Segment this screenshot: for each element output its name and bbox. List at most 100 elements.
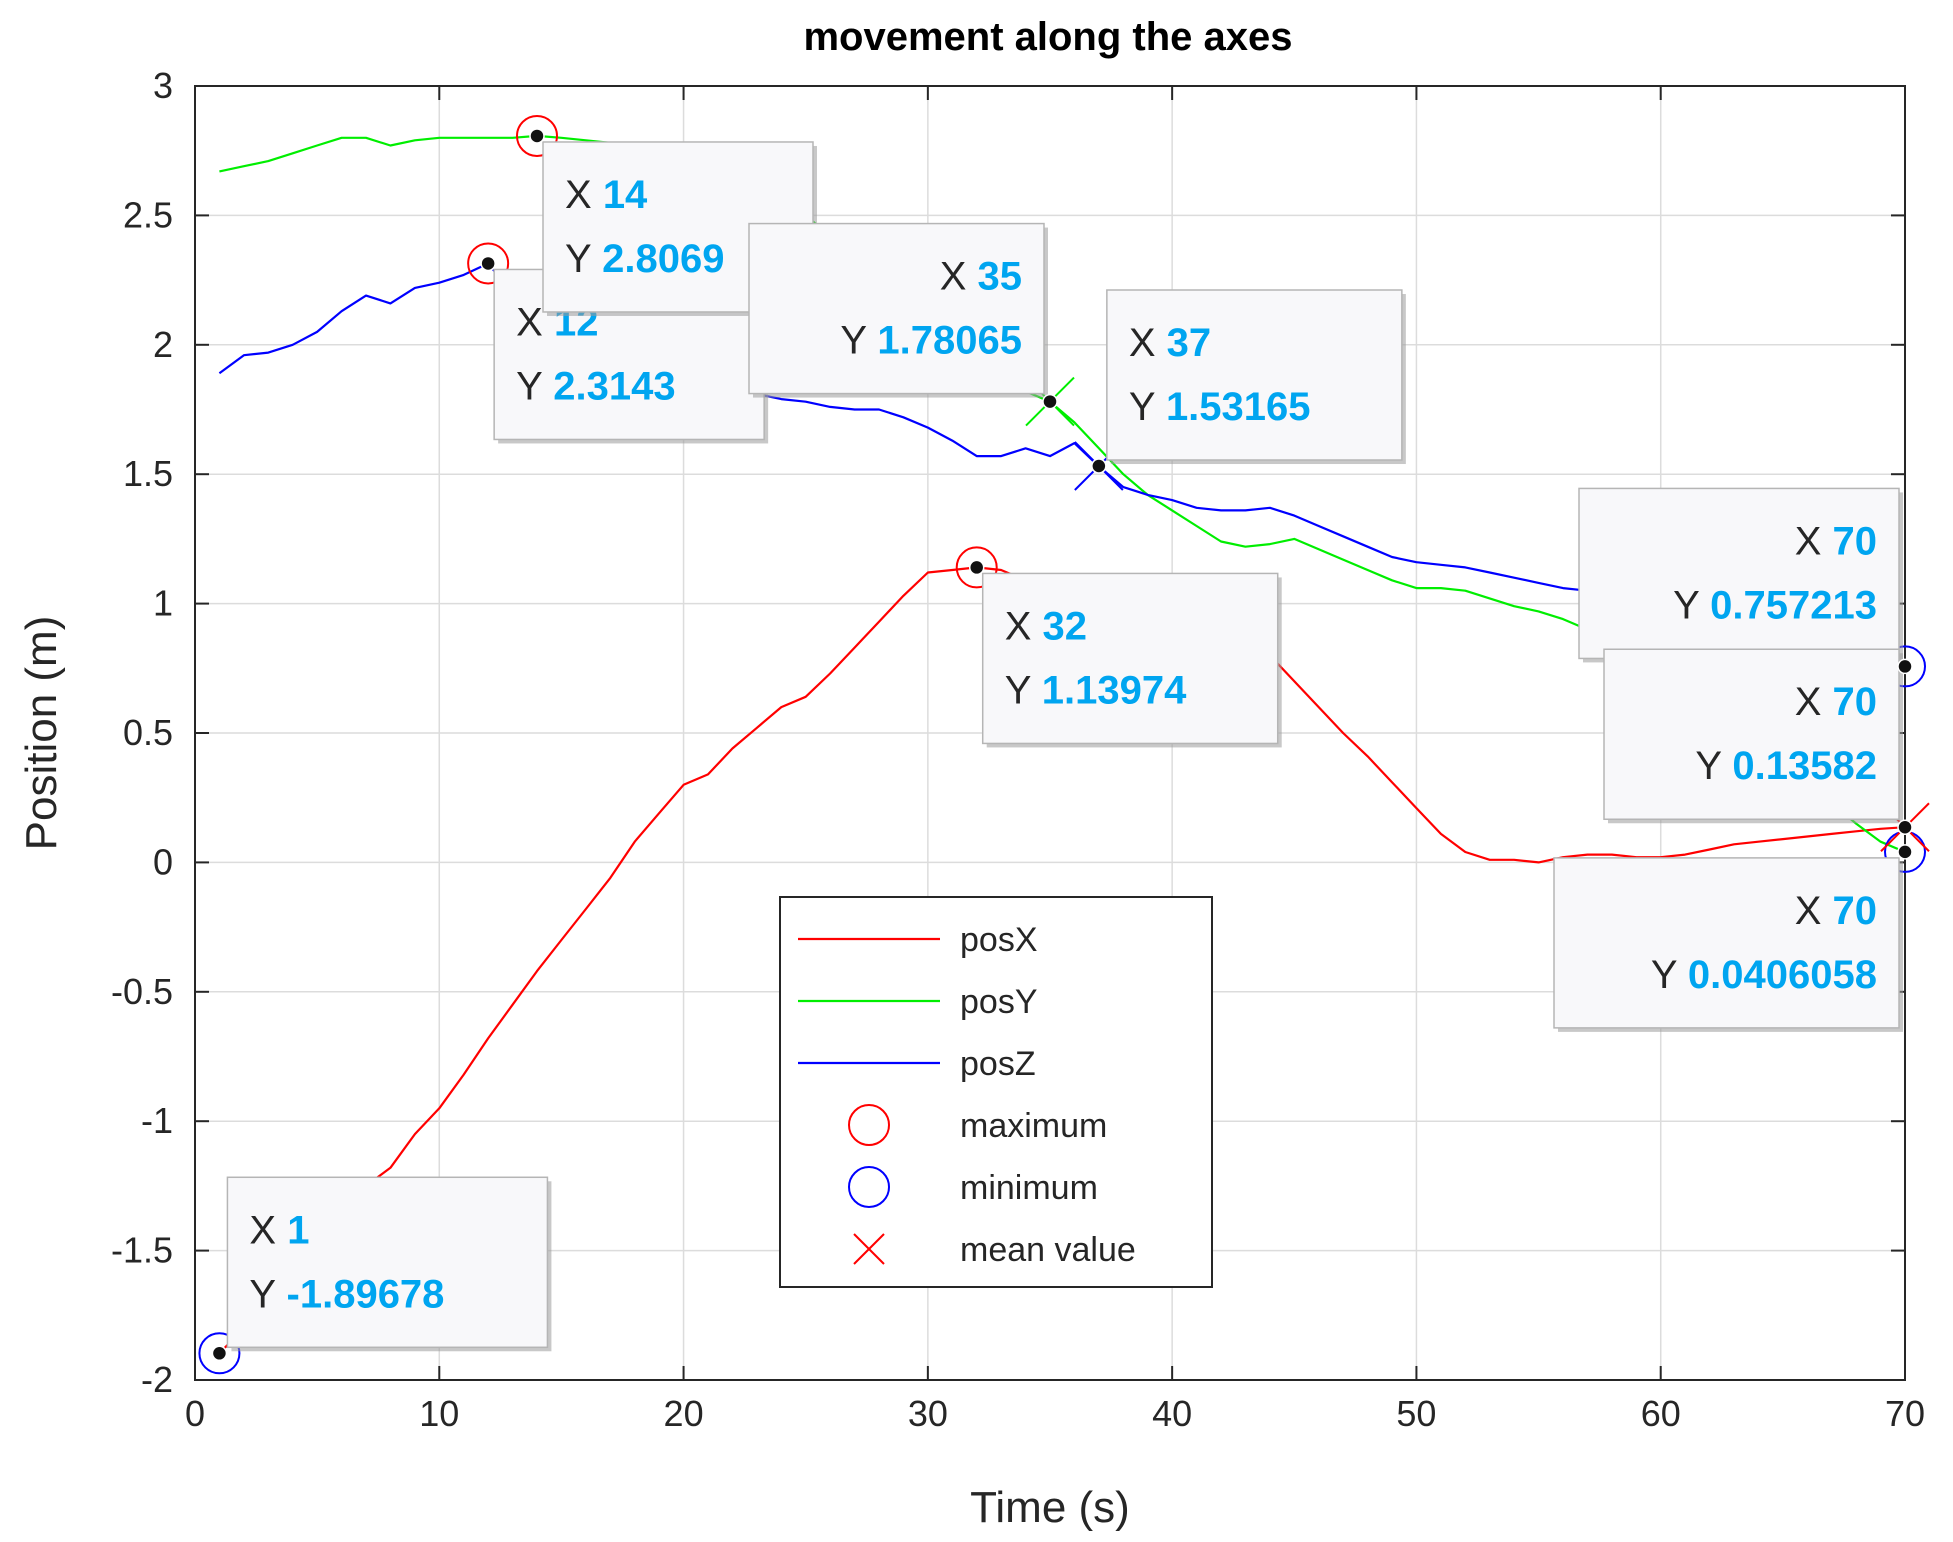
y-tick-label: 0 xyxy=(153,841,173,882)
datatip-y-key: Y xyxy=(1673,583,1699,627)
datatip-x-key: X xyxy=(1129,321,1156,365)
datatip-gap xyxy=(275,1272,286,1316)
datatip-y-value: 1.13974 xyxy=(1042,668,1187,712)
datatip-gap xyxy=(966,255,977,299)
datatip[interactable]: X 32 Y 1.13974 xyxy=(981,572,1282,748)
datatip-y-line: Y 2.3143 xyxy=(516,364,675,408)
datatip-y-value: 1.53165 xyxy=(1166,385,1311,429)
datatip-box xyxy=(1553,857,1900,1029)
legend: posX posY posZ maximum minimum mean value xyxy=(779,896,1213,1288)
x-tick-label: 0 xyxy=(185,1393,205,1434)
y-tick-label: 2 xyxy=(153,324,173,365)
x-tick-label: 40 xyxy=(1152,1393,1192,1434)
datatip-x-line: X 32 xyxy=(1005,604,1087,648)
y-tick-label: -0.5 xyxy=(111,971,173,1012)
datatip-y-line: Y -1.89678 xyxy=(249,1272,444,1316)
datatip-point[interactable] xyxy=(480,255,496,272)
datatip-x-line: X 1 xyxy=(249,1208,309,1252)
datatip-x-line: X 70 xyxy=(1795,680,1877,724)
datatip-point[interactable] xyxy=(529,128,545,144)
datatip-x-line: X 35 xyxy=(940,255,1022,299)
maximum-marker-posZ xyxy=(467,242,510,285)
datatip-x-line: X 70 xyxy=(1795,519,1877,563)
datatip-x-value: 37 xyxy=(1167,321,1212,365)
datatip-x-value: 32 xyxy=(1043,604,1088,648)
datatip-y-key: Y xyxy=(1695,744,1721,788)
datatip[interactable]: X 35 Y 1.78065 xyxy=(748,222,1048,398)
datatip-point[interactable] xyxy=(1042,393,1058,410)
datatip-x-value: 70 xyxy=(1833,889,1878,933)
datatip-x-value: 14 xyxy=(603,173,648,217)
datatip-y-value: 0.0406058 xyxy=(1688,953,1877,997)
datatip-x-value: 1 xyxy=(287,1208,309,1252)
datatip-point[interactable] xyxy=(968,559,985,576)
datatip-gap xyxy=(1821,889,1832,933)
datatip-y-line: Y 0.13582 xyxy=(1695,744,1877,788)
datatip-y-key: Y xyxy=(1005,668,1031,712)
datatip-gap xyxy=(1031,604,1042,648)
legend-label: posX xyxy=(960,921,1038,959)
datatip-box xyxy=(981,572,1279,745)
datatip-x-line: X 37 xyxy=(1129,321,1211,365)
datatip[interactable]: X 70 Y 0.13582 xyxy=(1603,648,1903,824)
datatip-x-value: 70 xyxy=(1833,519,1878,563)
datatip-x-key: X xyxy=(516,300,543,344)
datatip-y-key: Y xyxy=(840,319,866,363)
datatip-point[interactable] xyxy=(1897,819,1913,835)
datatip-box xyxy=(1603,648,1900,820)
datatip-y-value: 0.757213 xyxy=(1710,583,1877,627)
datatip-y-value: 0.13582 xyxy=(1732,744,1877,788)
datatip-y-line: Y 1.53165 xyxy=(1129,385,1311,429)
datatip-box xyxy=(1106,289,1403,461)
y-tick-label: -1 xyxy=(141,1100,173,1141)
datatip-y-line: Y 2.8069 xyxy=(565,237,724,281)
datatip-y-line: Y 1.78065 xyxy=(840,319,1022,363)
ticks: 0 10 20 30 40 50 60 70 -2 -1.5 -1 -0.5 0 0.5 1 1.5 2 2.5 3 xyxy=(111,65,1925,1434)
datatip-box xyxy=(226,1176,549,1349)
datatip-y-key: Y xyxy=(1129,385,1155,429)
datatip-gap xyxy=(591,237,602,281)
legend-swatch-minimum xyxy=(848,1166,890,1208)
datatip-y-line: Y 0.757213 xyxy=(1673,583,1877,627)
datatip-point[interactable] xyxy=(1091,458,1107,474)
datatip[interactable]: X 70 Y 0.0406058 xyxy=(1553,857,1903,1032)
legend-box xyxy=(779,896,1213,1288)
datatip-y-line: Y 1.13974 xyxy=(1005,668,1187,712)
datatip-point[interactable] xyxy=(1897,658,1913,675)
datatip-y-value: 2.3143 xyxy=(553,364,675,408)
x-tick-label: 70 xyxy=(1885,1393,1925,1434)
datatip[interactable]: X 1 Y -1.89678 xyxy=(226,1176,552,1352)
datatip-y-key: Y xyxy=(516,364,542,408)
legend-swatch-maximum xyxy=(848,1104,890,1146)
datatip-point[interactable] xyxy=(1897,844,1913,860)
chart-title: movement along the axes xyxy=(803,15,1292,59)
x-tick-label: 30 xyxy=(908,1393,948,1434)
datatip[interactable]: X 37 Y 1.53165 xyxy=(1106,289,1406,465)
x-tick-label: 20 xyxy=(664,1393,704,1434)
datatip-x-line: X 70 xyxy=(1795,889,1877,933)
x-tick-label: 10 xyxy=(419,1393,459,1434)
x-tick-label: 60 xyxy=(1641,1393,1681,1434)
y-axis-label: Position (m) xyxy=(17,616,66,851)
legend-label: posZ xyxy=(960,1045,1036,1083)
datatip-x-key: X xyxy=(1005,604,1032,648)
minimum-marker-posX xyxy=(198,1332,241,1375)
datatip-gap xyxy=(1821,680,1832,724)
datatip-x-key: X xyxy=(249,1208,276,1252)
datatip-x-key: X xyxy=(565,173,592,217)
legend-label: minimum xyxy=(960,1169,1098,1207)
datatip-box xyxy=(748,222,1045,395)
datatip-y-value: -1.89678 xyxy=(287,1272,445,1316)
datatip-x-key: X xyxy=(1795,680,1822,724)
datatip-x-line: X 14 xyxy=(565,173,648,217)
legend-label: posY xyxy=(960,983,1038,1021)
datatip-y-key: Y xyxy=(1651,953,1677,997)
datatip-x-value: 70 xyxy=(1833,680,1878,724)
y-tick-label: 2.5 xyxy=(123,194,173,235)
datatip-gap xyxy=(866,319,877,363)
datatip-x-key: X xyxy=(1795,519,1822,563)
datatip-point[interactable] xyxy=(211,1345,228,1362)
datatip[interactable]: X 70 Y 0.757213 xyxy=(1578,487,1903,663)
